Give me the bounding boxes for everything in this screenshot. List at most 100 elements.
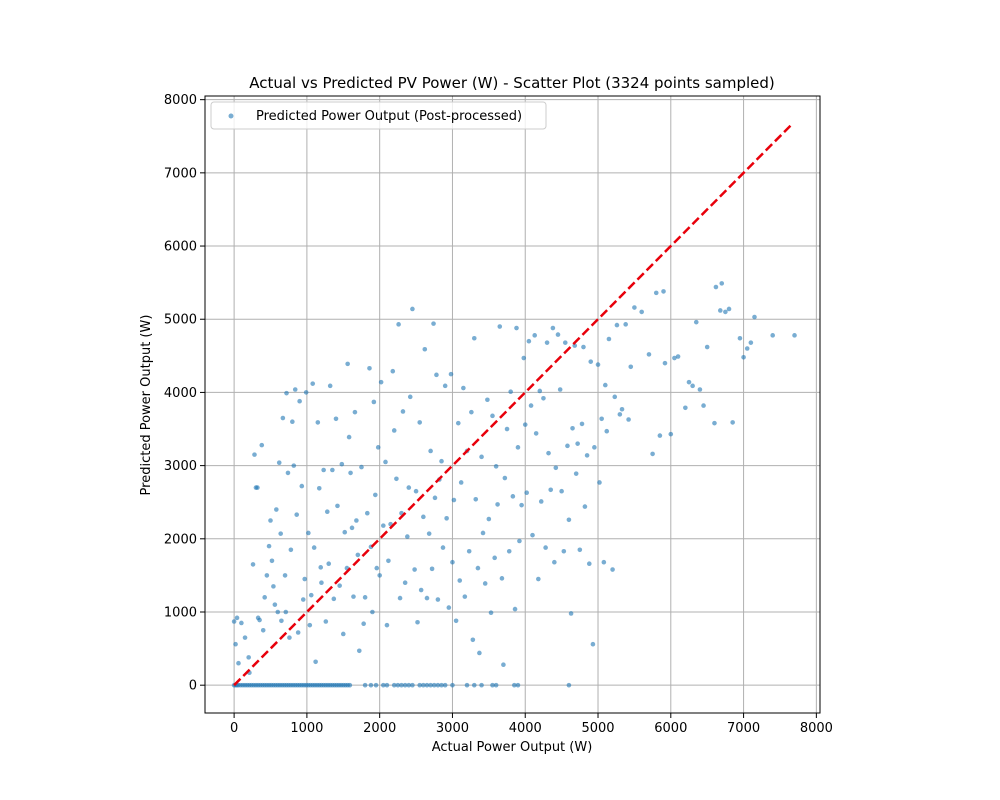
scatter-point bbox=[417, 420, 423, 425]
scatter-point bbox=[502, 475, 508, 481]
scatter-point bbox=[429, 566, 435, 572]
scatter-point bbox=[290, 419, 295, 424]
scatter-point bbox=[302, 576, 308, 582]
reference-line bbox=[233, 122, 794, 687]
scatter-point bbox=[435, 597, 441, 602]
scatter-point bbox=[590, 641, 596, 647]
scatter-point bbox=[617, 412, 623, 417]
scatter-point bbox=[697, 387, 703, 392]
scatter-point bbox=[268, 518, 273, 523]
scatter-point bbox=[310, 381, 316, 386]
scatter-point bbox=[351, 594, 356, 599]
scatter-point bbox=[712, 420, 717, 426]
scatter-point bbox=[252, 452, 257, 457]
scatter-point bbox=[559, 488, 564, 494]
y-tick-label: 3000 bbox=[164, 459, 197, 474]
scatter-point bbox=[410, 306, 415, 312]
y-tick-label: 7000 bbox=[164, 166, 197, 181]
scatter-point bbox=[432, 495, 438, 501]
scatter-point bbox=[391, 428, 397, 433]
scatter-point bbox=[497, 324, 503, 329]
scatter-point bbox=[367, 365, 372, 371]
scatter-point bbox=[282, 573, 288, 578]
scatter-point bbox=[477, 650, 482, 656]
scatter-point bbox=[339, 461, 345, 467]
scatter-point bbox=[650, 451, 655, 457]
scatter-point bbox=[512, 606, 518, 612]
x-tick-label: 4000 bbox=[509, 721, 542, 736]
scatter-point bbox=[444, 516, 449, 521]
scatter-point bbox=[280, 415, 286, 421]
scatter-point bbox=[279, 618, 284, 624]
scatter-point bbox=[510, 494, 516, 499]
scatter-point bbox=[300, 597, 306, 602]
scatter-point bbox=[345, 361, 350, 367]
x-tick-label: 3000 bbox=[436, 721, 469, 736]
scatter-point bbox=[333, 416, 339, 422]
scatter-point bbox=[646, 352, 652, 357]
scatter-point bbox=[315, 420, 321, 425]
scatter-point bbox=[283, 609, 289, 615]
scatter-point bbox=[602, 382, 608, 388]
scatter-point bbox=[355, 552, 361, 558]
scatter-point bbox=[406, 485, 412, 490]
scatter-point bbox=[606, 336, 612, 342]
scatter-point bbox=[448, 371, 454, 377]
scatter-point bbox=[744, 346, 750, 351]
scatter-point bbox=[471, 335, 477, 341]
scatter-point bbox=[668, 431, 674, 437]
scatter-point bbox=[628, 364, 634, 370]
scatter-point bbox=[480, 530, 486, 536]
scatter-point bbox=[458, 480, 464, 485]
scatter-point bbox=[461, 385, 466, 391]
scatter-point bbox=[519, 502, 524, 508]
scatter-point bbox=[442, 383, 448, 389]
scatter-point bbox=[488, 610, 494, 616]
y-tick-label: 2000 bbox=[164, 532, 197, 547]
scatter-point bbox=[231, 619, 237, 624]
scatter-point bbox=[303, 390, 309, 395]
scatter-point bbox=[546, 450, 551, 456]
x-axis-ticks: 0 1000 2000 3000 4000 5000 6000 7000 8000 bbox=[230, 713, 833, 736]
scatter-point bbox=[412, 567, 417, 572]
x-tick-label: 2000 bbox=[363, 721, 396, 736]
scatter-point bbox=[601, 559, 607, 565]
y-tick-label: 1000 bbox=[164, 605, 197, 620]
scatter-point bbox=[326, 561, 332, 566]
scatter-point bbox=[337, 583, 342, 588]
scatter-point bbox=[455, 420, 461, 426]
scatter-point bbox=[370, 609, 375, 615]
scatter-point bbox=[584, 453, 590, 458]
scatter-point bbox=[417, 682, 423, 688]
scatter-point bbox=[672, 355, 677, 361]
scatter-point bbox=[479, 682, 484, 688]
scatter-point bbox=[693, 319, 699, 325]
scatter-point bbox=[482, 581, 488, 586]
x-tick-label: 5000 bbox=[581, 721, 614, 736]
scatter-point bbox=[473, 496, 479, 502]
scatter-point bbox=[321, 467, 326, 473]
scatter-point bbox=[566, 517, 572, 523]
scatter-point bbox=[536, 576, 541, 582]
scatter-point bbox=[426, 531, 432, 536]
scatter-point bbox=[418, 587, 424, 593]
scatter-point bbox=[450, 559, 455, 565]
x-tick-label: 7000 bbox=[727, 721, 760, 736]
scatter-point bbox=[276, 460, 282, 465]
scatter-point bbox=[383, 459, 388, 465]
scatter-point bbox=[495, 502, 500, 507]
scatter-point bbox=[466, 548, 472, 554]
scatter-point bbox=[612, 394, 618, 400]
scatter-point bbox=[701, 403, 706, 408]
scatter-point bbox=[719, 281, 725, 286]
scatter-points bbox=[231, 281, 797, 688]
scatter-point bbox=[626, 417, 631, 422]
scatter-point bbox=[400, 409, 406, 414]
scatter-point bbox=[662, 360, 668, 366]
scatter-point bbox=[324, 509, 330, 515]
scatter-point bbox=[354, 518, 359, 523]
scatter-point bbox=[537, 388, 543, 394]
scatter-point bbox=[470, 637, 476, 643]
scatter-point bbox=[407, 394, 413, 400]
scatter-point bbox=[522, 422, 528, 427]
